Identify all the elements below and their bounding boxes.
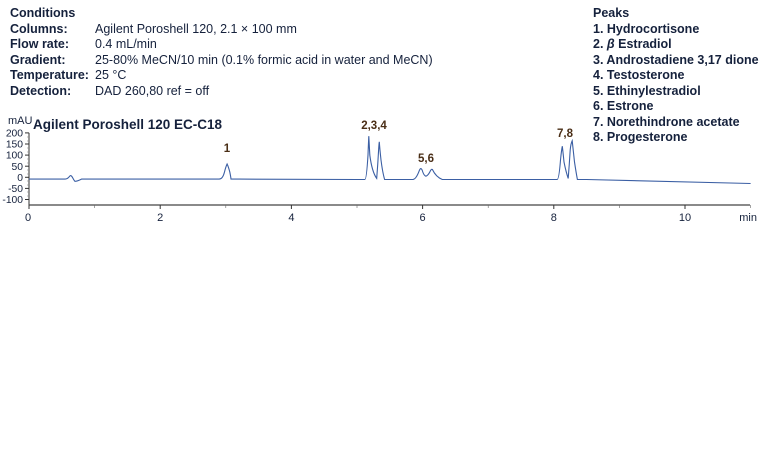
svg-text:-100: -100 (2, 195, 23, 206)
svg-text:50: 50 (12, 162, 24, 173)
svg-text:Agilent Poroshell 120 EC-C18: Agilent Poroshell 120 EC-C18 (33, 117, 223, 132)
svg-text:min: min (739, 212, 757, 224)
svg-text:100: 100 (6, 151, 23, 162)
svg-text:8: 8 (551, 212, 557, 224)
svg-text:150: 150 (6, 140, 23, 151)
svg-text:-50: -50 (8, 184, 23, 195)
svg-text:5,6: 5,6 (418, 153, 434, 165)
svg-text:0: 0 (25, 212, 31, 224)
svg-text:1: 1 (224, 143, 231, 155)
svg-text:2,3,4: 2,3,4 (361, 120, 387, 132)
svg-text:200: 200 (6, 129, 23, 140)
svg-text:2: 2 (157, 212, 163, 224)
svg-text:6: 6 (420, 212, 426, 224)
svg-text:4: 4 (288, 212, 294, 224)
svg-text:7,8: 7,8 (557, 128, 574, 140)
svg-text:0: 0 (17, 173, 23, 184)
svg-text:mAU: mAU (8, 115, 33, 127)
svg-text:10: 10 (679, 212, 691, 224)
